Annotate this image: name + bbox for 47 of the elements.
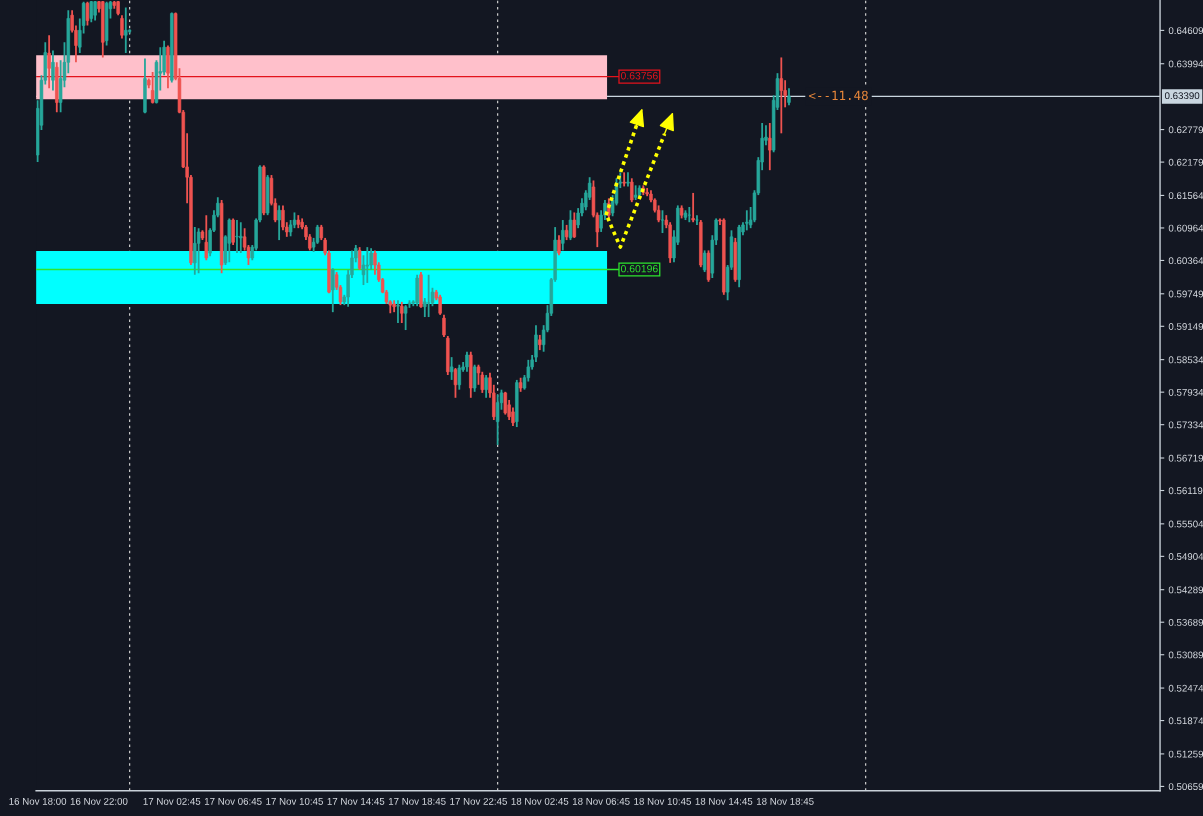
- y-tick-label: 0.62179: [1168, 158, 1203, 166]
- y-tick-label: 0.59149: [1168, 323, 1203, 330]
- y-tick-label: 0.52474: [1168, 684, 1203, 692]
- candlestick: [622, 171, 626, 188]
- y-tick-label: 0.51259: [1168, 750, 1203, 758]
- y-tick-label: 0.50659: [1168, 783, 1203, 791]
- candlestick: [626, 171, 630, 188]
- y-tick-label: 0.59749: [1168, 290, 1203, 298]
- ref-line-label: 0.63390: [1164, 92, 1200, 100]
- y-tick-label: 0.54289: [1168, 586, 1203, 594]
- x-tick-label: 18 Nov 18:45: [756, 797, 814, 805]
- candlestick: [396, 299, 400, 324]
- y-tick-label: 0.62779: [1168, 126, 1203, 134]
- y-tick-label: 0.61564: [1168, 192, 1203, 200]
- y-tick-label: 0.51874: [1168, 717, 1203, 725]
- annotation: <--11.48: [808, 90, 868, 101]
- x-tick-label: 17 Nov 02:45: [143, 797, 201, 805]
- x-tick-label: 17 Nov 18:45: [388, 797, 446, 805]
- x-tick-label: 16 Nov 22:00: [70, 797, 128, 805]
- candlestick: [660, 209, 665, 234]
- x-tick-label: 18 Nov 10:45: [634, 797, 691, 805]
- x-tick-label: 16 Nov 18:00: [9, 797, 67, 805]
- x-tick-label: 18 Nov 06:45: [572, 797, 630, 805]
- x-tick-label: 17 Nov 14:45: [327, 798, 385, 805]
- y-tick-label: 0.60364: [1168, 257, 1203, 265]
- candlestick: [706, 249, 711, 283]
- y-tick-label: 0.56119: [1168, 487, 1203, 495]
- band-label: 0.63756: [620, 72, 658, 80]
- y-tick-label: 0.60964: [1168, 224, 1203, 232]
- x-tick-label: 17 Nov 10:45: [266, 797, 323, 805]
- y-tick-label: 0.54904: [1168, 553, 1203, 560]
- x-tick-label: 18 Nov 02:45: [511, 797, 569, 805]
- y-tick-label: 0.55504: [1168, 520, 1203, 528]
- candlestick: [365, 246, 370, 284]
- y-tick-label: 0.53089: [1168, 651, 1203, 659]
- candlestick: [568, 209, 573, 241]
- y-tick-label: 0.57934: [1168, 388, 1203, 396]
- y-tick-label: 0.56719: [1168, 454, 1203, 462]
- band-label: 0.60196: [620, 264, 658, 273]
- y-tick-label: 0.53689: [1168, 618, 1203, 626]
- y-tick-label: 0.58534: [1168, 356, 1203, 364]
- x-tick-label: 18 Nov 14:45: [695, 797, 753, 805]
- x-tick-label: 17 Nov 22:45: [450, 797, 507, 805]
- y-tick-label: 0.57334: [1168, 421, 1203, 429]
- x-tick-label: 17 Nov 06:45: [204, 797, 262, 805]
- y-tick-label: 0.64609: [1168, 27, 1203, 35]
- y-tick-label: 0.63994: [1168, 60, 1203, 68]
